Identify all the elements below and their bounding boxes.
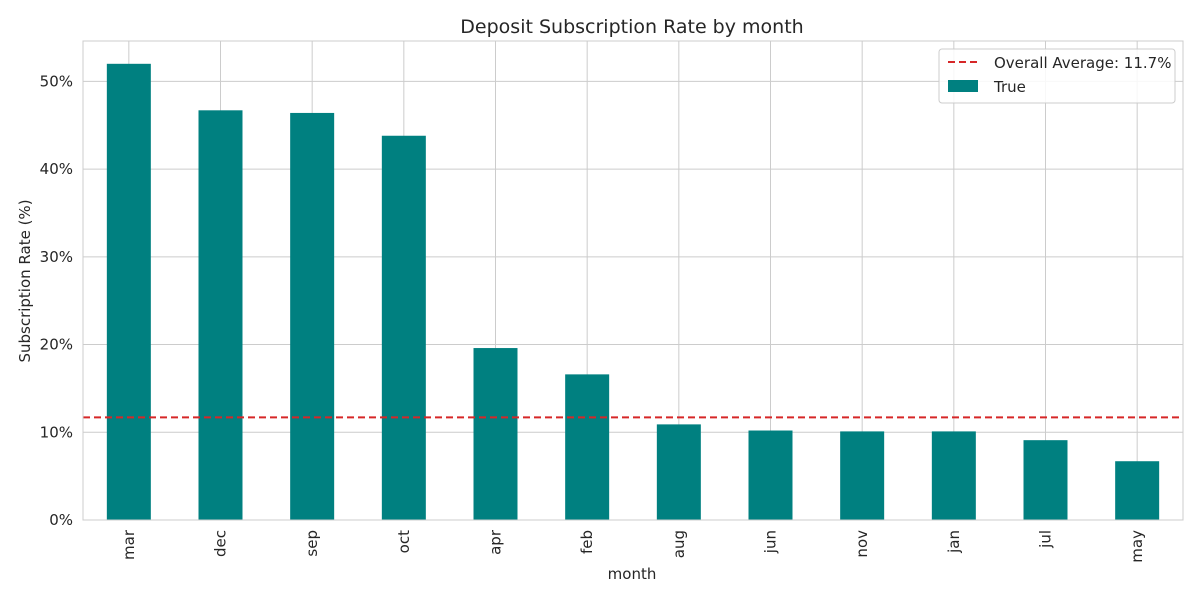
bars-layer — [106, 63, 1160, 521]
y-tick-labels: 0% 10% 20% 30% 40% 50% — [40, 72, 73, 529]
y-tick-label: 40% — [40, 160, 73, 178]
x-tick-label-apr: apr — [487, 529, 505, 555]
y-tick-label: 30% — [40, 248, 73, 266]
plot-frame — [82, 40, 1184, 521]
x-tick-label-jul: jul — [1037, 530, 1055, 549]
bar-aug — [656, 424, 701, 520]
x-tick-label-sep: sep — [303, 530, 321, 557]
x-tick-label-oct: oct — [395, 530, 413, 553]
x-tick-label-mar: mar — [120, 529, 138, 560]
x-tick-label-jan: jan — [945, 530, 963, 554]
bar-mar — [106, 63, 151, 521]
x-tick-label-jun: jun — [762, 530, 780, 554]
y-tick-label: 20% — [40, 336, 73, 354]
x-tick-label-dec: dec — [212, 530, 230, 557]
legend-box — [938, 48, 1176, 104]
bar-sep — [290, 112, 335, 520]
bar-oct — [381, 135, 426, 520]
bar-jun — [748, 430, 793, 520]
x-axis-label: month — [608, 565, 657, 583]
y-axis-label: Subscription Rate (%) — [16, 199, 34, 362]
x-tick-label-may: may — [1128, 530, 1146, 563]
bar-jul — [1023, 440, 1068, 520]
legend-average-label: Overall Average: 11.7% — [994, 54, 1171, 72]
bar-dec — [198, 110, 243, 521]
x-tick-label-nov: nov — [853, 530, 871, 558]
bar-feb — [565, 374, 610, 520]
x-tick-labels: mar dec sep oct apr feb aug jun nov jan jul may — [120, 529, 1146, 563]
bar-may — [1115, 461, 1160, 520]
chart-title: Deposit Subscription Rate by month — [460, 16, 803, 38]
y-tick-label: 50% — [40, 72, 73, 90]
bar-jan — [931, 431, 976, 520]
bar-apr — [473, 348, 518, 520]
x-tick-label-feb: feb — [578, 530, 596, 554]
legend-true-label: True — [993, 78, 1026, 96]
y-tick-label: 0% — [49, 511, 73, 529]
y-tick-label: 10% — [40, 423, 73, 441]
legend: Overall Average: 11.7% True — [938, 48, 1176, 104]
bar-nov — [840, 431, 885, 520]
x-tick-label-aug: aug — [670, 530, 688, 558]
legend-true-swatch — [948, 80, 978, 92]
grid-layer — [83, 41, 1183, 521]
